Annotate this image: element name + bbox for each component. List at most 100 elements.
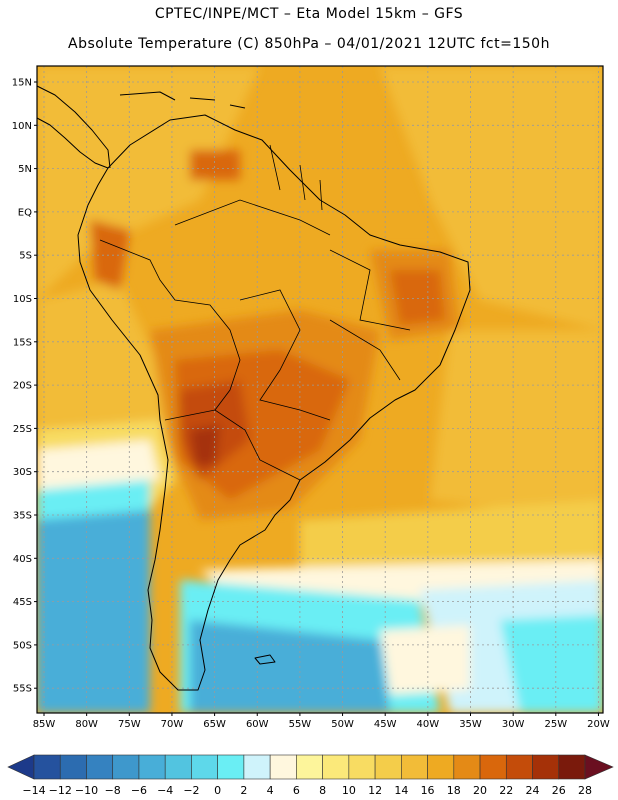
colorbar-box xyxy=(217,754,245,780)
lat-label: 50S xyxy=(13,640,32,651)
lon-label: 40W xyxy=(417,719,440,730)
colorbar-label: 10 xyxy=(342,784,356,797)
lon-label: 20W xyxy=(587,719,610,730)
field-cold-south xyxy=(190,620,390,713)
colorbar-box xyxy=(558,754,586,780)
border-guianas xyxy=(269,144,323,211)
colorbar-box xyxy=(86,754,114,780)
field-atlantic-north xyxy=(380,66,603,330)
colorbar-label: 20 xyxy=(473,784,487,797)
lon-label: 80W xyxy=(75,719,98,730)
border-argentina xyxy=(164,409,301,481)
field-atlantic-mid xyxy=(430,330,603,520)
field-pacific-mid xyxy=(37,280,170,440)
lat-label: 10N xyxy=(12,121,32,132)
lat-label: 45S xyxy=(13,597,32,608)
colorbar-label: 22 xyxy=(499,784,513,797)
field-hottest-core xyxy=(190,425,220,465)
temperature-field xyxy=(37,66,603,713)
lat-label: 35S xyxy=(13,511,32,522)
colorbar-label: −4 xyxy=(157,784,173,797)
chart-title-line1: CPTEC/INPE/MCT – Eta Model 15km – GFS xyxy=(154,6,464,22)
colorbar-box xyxy=(269,754,297,780)
coastlines xyxy=(36,85,471,691)
colorbar-box xyxy=(374,754,402,780)
colorbar-box xyxy=(33,754,61,780)
chart-title-line2: Absolute Temperature (C) 850hPa – 04/01/… xyxy=(68,36,550,52)
lat-label: 5N xyxy=(18,164,32,175)
colorbar-label: 16 xyxy=(421,784,435,797)
south-america-coast xyxy=(77,114,471,691)
lat-label: 10S xyxy=(13,294,32,305)
latitude-labels: 15N 10N 5N EQ 5S 10S 15S 20S 25S 30S 35S 40S 45S 50S 5… xyxy=(12,78,37,695)
colorbar-label: 2 xyxy=(240,784,247,797)
lat-label: 30S xyxy=(13,467,32,478)
colorbar-label: 4 xyxy=(267,784,274,797)
country-borders xyxy=(99,144,411,481)
field-cold-west xyxy=(37,510,150,713)
lat-label: 20S xyxy=(13,381,32,392)
colorbar-box xyxy=(296,754,323,780)
falkland-islands xyxy=(254,654,276,665)
lat-label: 40S xyxy=(13,554,32,565)
lat-label: 15S xyxy=(13,337,32,348)
border-brazil-west xyxy=(174,199,331,421)
map-frame xyxy=(36,65,604,714)
colorbar-label: 14 xyxy=(394,784,408,797)
caribbean-islands xyxy=(119,91,246,109)
colorbar-label: 28 xyxy=(578,784,592,797)
colorbar-label: 8 xyxy=(319,784,326,797)
lat-label: 15N xyxy=(12,78,32,89)
field-andes-north xyxy=(90,220,130,290)
lon-label: 25W xyxy=(544,719,567,730)
border-andean xyxy=(99,239,241,411)
colorbar-box xyxy=(243,754,271,780)
colorbar-label: 26 xyxy=(552,784,566,797)
field-pale-patch xyxy=(380,625,470,695)
lon-label: 45W xyxy=(374,719,397,730)
colorbar-label: −6 xyxy=(131,784,147,797)
lon-label: 75W xyxy=(118,719,141,730)
colorbar-box xyxy=(401,754,428,780)
colorbar-label: 6 xyxy=(293,784,300,797)
field-venezuela xyxy=(190,150,240,180)
colorbar-arrow-low xyxy=(7,754,35,780)
colorbar-box xyxy=(112,754,140,780)
lon-label: 70W xyxy=(161,719,184,730)
colorbar-label: −8 xyxy=(105,784,121,797)
colorbar-label: 24 xyxy=(526,784,540,797)
border-brazil-states xyxy=(329,249,411,381)
central-america-coast xyxy=(36,85,111,169)
colorbar-box xyxy=(505,754,533,780)
colorbar-box xyxy=(164,754,192,780)
colorbar-arrow-high xyxy=(584,754,614,780)
longitude-labels: 85W 80W 75W 70W 65W 60W 55W 50W 45W 40W 35W 30W 25W 2… xyxy=(33,713,610,730)
colorbar-box xyxy=(479,754,507,780)
colorbar-box xyxy=(532,754,560,780)
field-ne-brazil-hot xyxy=(390,270,445,325)
colorbar-label: −2 xyxy=(183,784,199,797)
lon-label: 85W xyxy=(33,719,56,730)
lat-label: 55S xyxy=(13,684,32,695)
colorbar-box xyxy=(191,754,218,780)
colorbar-label: 0 xyxy=(214,784,221,797)
colorbar-label: −14 xyxy=(22,784,45,797)
colorbar-box xyxy=(348,754,376,780)
field-atlantic-warm xyxy=(300,500,603,570)
lon-label: 30W xyxy=(502,719,525,730)
colorbar-box xyxy=(427,754,455,780)
colorbar-box xyxy=(322,754,350,780)
lon-label: 50W xyxy=(331,719,354,730)
lat-lon-grid xyxy=(37,66,603,713)
colorbar-box xyxy=(453,754,481,780)
colorbar-label: 18 xyxy=(447,784,461,797)
lon-label: 60W xyxy=(246,719,269,730)
lon-label: 65W xyxy=(203,719,226,730)
colorbar-box xyxy=(59,754,87,780)
colorbar-label: −12 xyxy=(49,784,72,797)
colorbar-label: −10 xyxy=(75,784,98,797)
colorbar-labels: −14 −12 −10 −8 −6 −4 −2 0 2 4 6 8 10 12 14 16 18 20 22 24 26… xyxy=(22,784,592,797)
lat-label: 25S xyxy=(13,424,32,435)
